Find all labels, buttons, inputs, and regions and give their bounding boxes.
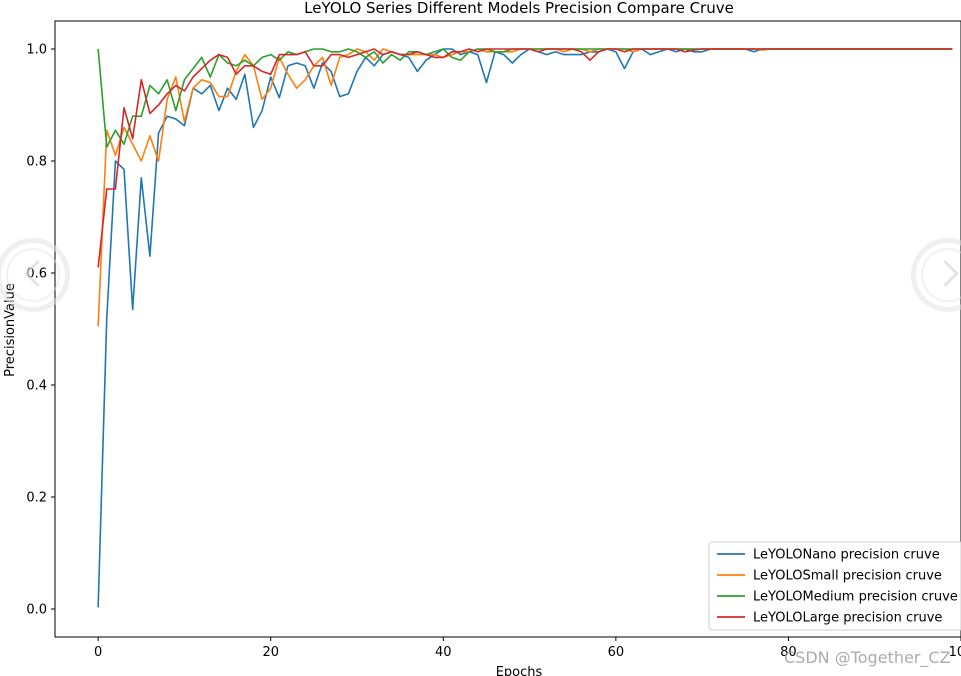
tick-group: 0204060801000.00.20.40.60.81.0 — [26, 43, 961, 660]
x-tick-label: 0 — [94, 645, 102, 660]
legend-label: LeYOLOMedium precision cruve — [753, 590, 958, 605]
chart-title: LeYOLO Series Different Models Precision… — [304, 0, 734, 17]
legend: LeYOLONano precision cruve LeYOLOSmall pr… — [708, 541, 961, 631]
previous-image-button[interactable] — [0, 238, 70, 312]
y-tick-label: 1.0 — [26, 43, 47, 58]
x-axis-label: Epochs — [496, 665, 543, 676]
series-line-3 — [97, 48, 953, 148]
y-tick-label: 0.8 — [26, 155, 47, 170]
y-tick-label: 0.4 — [26, 379, 47, 394]
next-ring — [921, 248, 961, 302]
y-tick-label: 0.0 — [26, 603, 47, 618]
plot-area — [97, 48, 953, 608]
legend-label: LeYOLOLarge precision cruve — [753, 611, 942, 626]
watermark: CSDN @Together_CZ — [784, 648, 951, 667]
series-line-1 — [97, 48, 953, 608]
series-line-4 — [97, 48, 953, 268]
next-image-button[interactable] — [911, 238, 961, 312]
x-tick-label: 20 — [262, 645, 279, 660]
axes-frame — [54, 20, 961, 638]
previous-ring — [6, 248, 60, 302]
x-tick-label: 40 — [435, 645, 452, 660]
legend-label: LeYOLOSmall precision cruve — [753, 569, 942, 584]
x-tick-label: 100 — [949, 645, 961, 660]
legend-box — [708, 541, 961, 631]
legend-label: LeYOLONano precision cruve — [753, 548, 940, 563]
x-tick-label: 80 — [780, 645, 797, 660]
y-tick-label: 0.2 — [26, 491, 47, 506]
x-tick-label: 60 — [608, 645, 625, 660]
